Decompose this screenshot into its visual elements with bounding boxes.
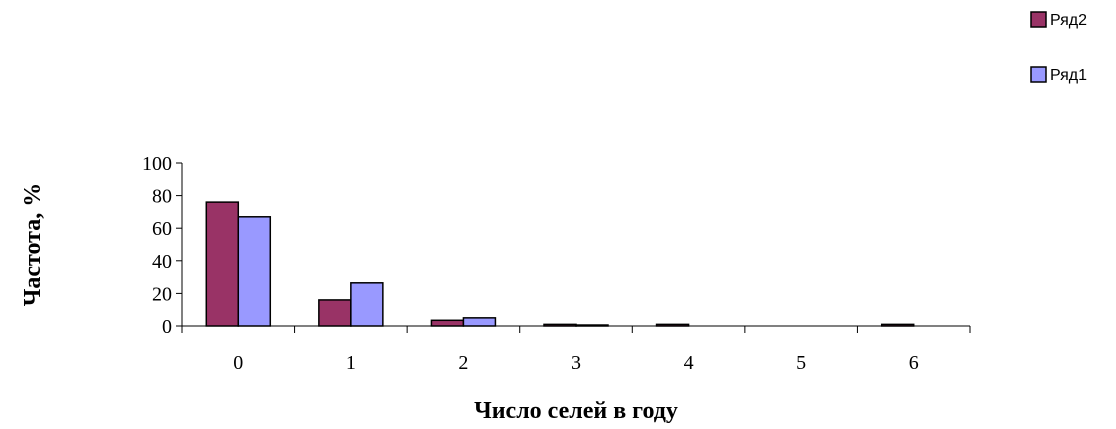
x-tick-label: 3 xyxy=(571,352,581,374)
y-tick-label: 40 xyxy=(152,251,172,273)
bar-Ряд2-2 xyxy=(430,319,465,327)
x-tick-label: 4 xyxy=(684,352,694,374)
x-tick-label: 6 xyxy=(909,352,919,374)
x-tick-label: 2 xyxy=(458,352,468,374)
legend-label: Ряд2 xyxy=(1050,12,1087,29)
x-tick-label: 1 xyxy=(346,352,356,374)
legend: Ряд2 Ряд1 xyxy=(1030,11,1087,84)
x-tick-label: 0 xyxy=(233,352,243,374)
bar-Ряд2-6 xyxy=(880,323,915,327)
bar-Ряд1-3 xyxy=(575,324,609,327)
bar-Ряд1-0 xyxy=(237,216,272,327)
y-tick-label: 20 xyxy=(152,283,172,305)
x-tick-label: 5 xyxy=(796,352,806,374)
x-axis-title: Число селей в году xyxy=(474,398,678,424)
y-tick-label: 100 xyxy=(142,153,172,175)
bar-Ряд2-4 xyxy=(655,323,690,327)
bars xyxy=(205,201,915,327)
y-tick-label: 80 xyxy=(152,186,172,208)
legend-swatch xyxy=(1030,66,1047,83)
legend-label: Ряд1 xyxy=(1050,67,1087,84)
x-axis: 0 1 2 3 4 5 6 xyxy=(181,325,971,374)
y-axis-title: Частота, % xyxy=(20,183,46,307)
bar-Ряд1-1 xyxy=(350,282,384,327)
bar-Ряд1-2 xyxy=(462,317,497,327)
y-tick-label: 0 xyxy=(162,316,172,338)
bar-Ряд2-0 xyxy=(205,201,240,327)
bar-Ряд2-1 xyxy=(318,299,352,327)
bar-Ряд2-3 xyxy=(543,323,577,327)
legend-swatch xyxy=(1030,11,1047,28)
y-axis: 0 20 40 60 80 100 xyxy=(142,153,183,338)
y-tick-label: 60 xyxy=(152,218,172,240)
